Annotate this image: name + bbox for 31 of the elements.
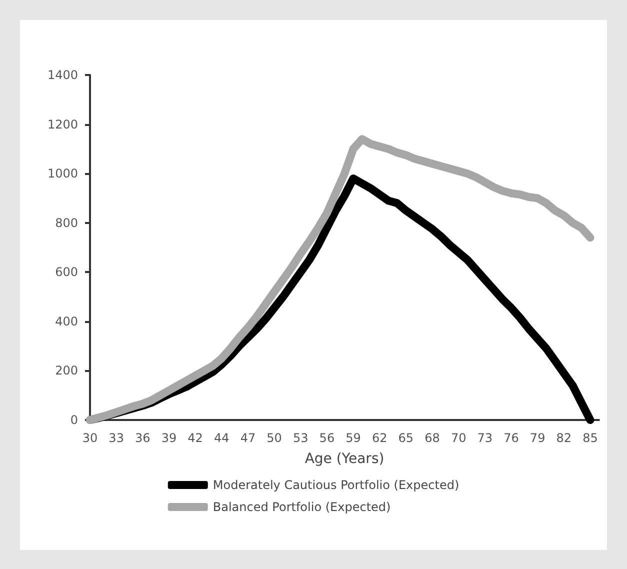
y-tick-label: 600 [55,265,78,280]
x-tick-label: 73 [477,431,493,445]
x-tick-label: 42 [188,431,203,445]
y-tick-label: 400 [55,314,78,328]
x-tick-label: 62 [372,431,388,445]
x-tick-label: 82 [556,431,572,445]
x-tick-label: 39 [161,431,177,445]
x-tick-label: 59 [346,431,361,445]
x-axis-title: Age (Years) [304,451,384,467]
x-tick-label: 36 [135,431,150,445]
y-tick-label: 0 [70,413,78,427]
x-tick-label: 53 [292,431,308,445]
x-tick-label: 56 [319,431,335,445]
x-tick-label: 65 [398,431,414,445]
x-tick-label: 85 [582,431,598,445]
x-tick-label: 47 [240,431,256,445]
x-tick-label: 68 [424,431,440,445]
y-tick-label: 800 [55,216,78,230]
y-tick-label: 1000 [47,166,78,181]
legend-label: Moderately Cautious Portfolio (Expected) [212,478,460,492]
x-tick-label: 79 [530,431,546,445]
x-tick-label: 70 [450,431,466,445]
legend-label: Balanced Portfolio (Expected) [212,500,391,514]
x-tick-label: 50 [266,431,282,445]
y-tick-label: 1400 [47,68,78,82]
y-tick-label: 200 [55,364,78,378]
x-tick-label: 76 [504,431,519,445]
y-tick-label: 1200 [47,117,78,132]
x-tick-label: 30 [82,431,98,445]
x-tick-label: 44 [214,431,230,445]
x-tick-label: 33 [108,431,124,445]
